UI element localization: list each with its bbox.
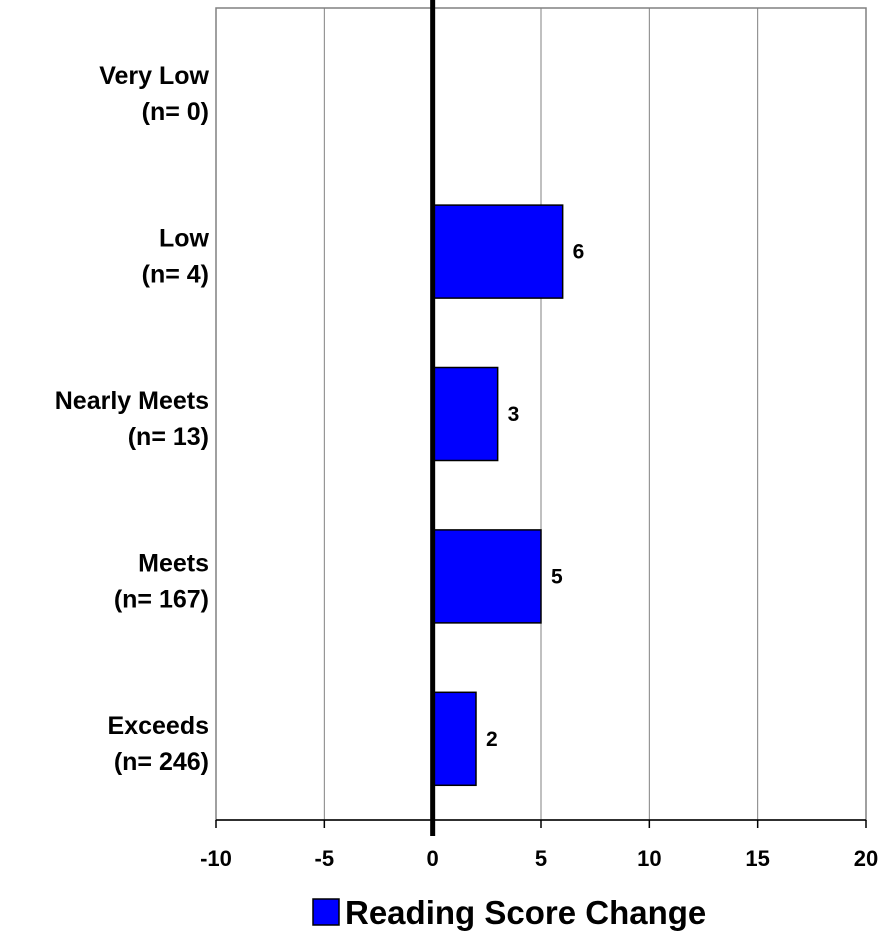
- legend: Reading Score Change: [312, 894, 706, 931]
- x-tick-label: -10: [200, 846, 232, 871]
- x-tick-label: 20: [854, 846, 878, 871]
- data-label: 5: [551, 565, 563, 588]
- data-label: 3: [508, 403, 520, 426]
- legend-label: Reading Score Change: [345, 894, 706, 931]
- x-axis: -10 -5 0 5 10 15 20: [200, 819, 878, 871]
- category-label: Low (n= 4): [142, 225, 210, 289]
- bar: [431, 529, 542, 624]
- gridlines: [215, 8, 867, 820]
- category-label: Nearly Meets (n= 13): [55, 387, 209, 451]
- data-label: 6: [573, 241, 585, 264]
- x-tick-label: -5: [315, 846, 335, 871]
- bar-series: [431, 204, 564, 787]
- legend-swatch: [312, 898, 340, 926]
- bar: [431, 691, 477, 787]
- category-labels: Very Low (n= 0) Low (n= 4) Nearly Meets (n= 1…: [55, 62, 210, 776]
- data-label: 2: [486, 728, 498, 751]
- x-tick-label: 15: [745, 846, 769, 871]
- x-tick-label: 5: [535, 846, 547, 871]
- category-label: Very Low (n= 0): [99, 62, 209, 126]
- bar: [431, 366, 499, 462]
- bar: [431, 204, 564, 299]
- data-labels: 6 3 5 2: [486, 241, 584, 751]
- category-label: Exceeds (n= 246): [108, 712, 209, 776]
- category-label: Meets (n= 167): [114, 549, 209, 613]
- x-tick-label: 0: [427, 846, 439, 871]
- x-tick-label: 10: [637, 846, 661, 871]
